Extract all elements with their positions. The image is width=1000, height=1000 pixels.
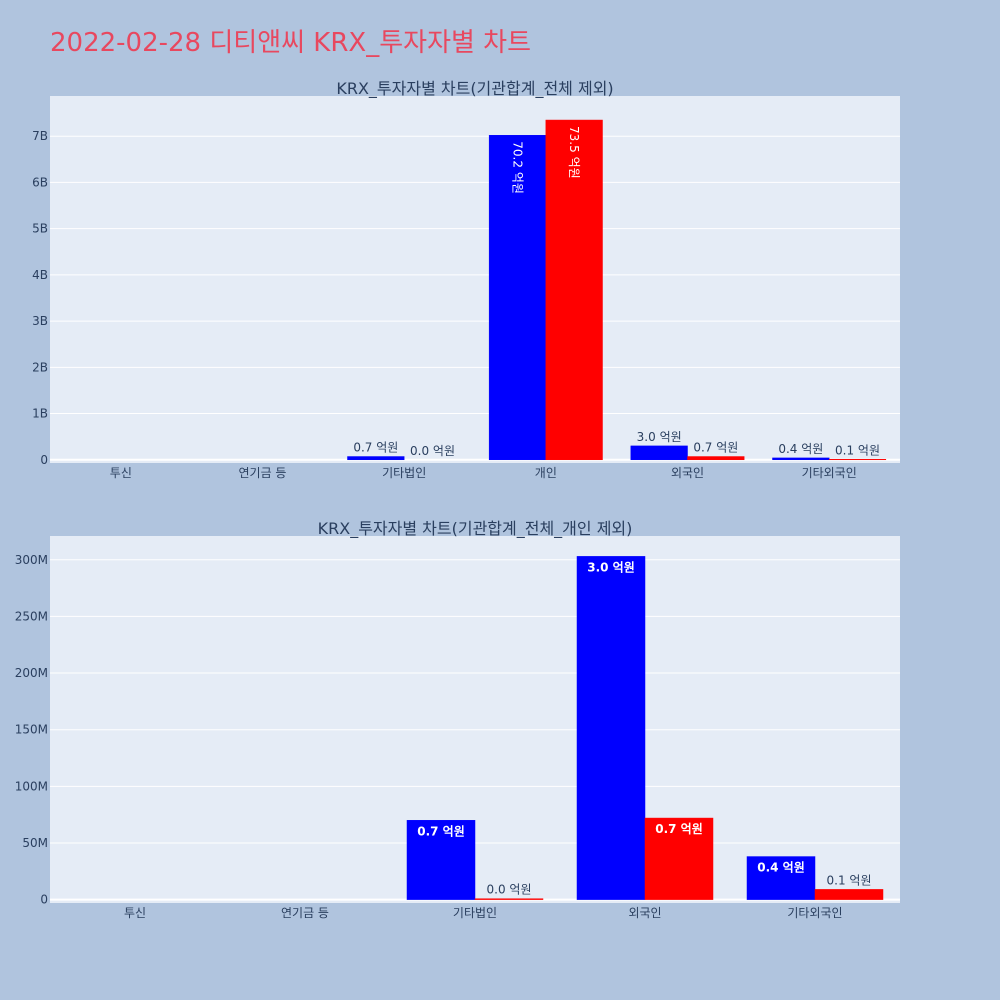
top-bar-chart: KRX_투자자별 차트(기관합계_전체 제외) 0 1B 2B 3B 4B 5B 6B 7B 투신… (32, 79, 900, 480)
data-label: 73.5 억원 (567, 126, 581, 179)
x-tick-label: 기타법인 (382, 466, 426, 480)
data-label: 0.1 억원 (835, 443, 880, 457)
y-tick-label: 250M (15, 609, 48, 623)
bar (347, 456, 405, 461)
x-tick-label: 기타법인 (453, 906, 497, 920)
bar (406, 820, 476, 900)
y-tick-label: 6B (32, 175, 48, 189)
y-tick-label: 4B (32, 268, 48, 282)
bar (630, 445, 688, 461)
x-tick-label: 투신 (110, 466, 132, 480)
data-label: 3.0 억원 (587, 560, 635, 574)
y-tick-label: 1B (32, 407, 48, 421)
bar (488, 135, 547, 461)
y-tick-label: 5B (32, 222, 48, 236)
page-title: 2022-02-28 디티앤씨 KRX_투자자별 차트 (50, 28, 532, 58)
y-tick-label: 100M (15, 779, 48, 793)
y-tick-label: 150M (15, 723, 48, 737)
bar (746, 856, 816, 900)
bar (814, 889, 884, 900)
data-label: 0.7 억원 (693, 441, 738, 455)
data-label: 0.4 억원 (757, 861, 805, 875)
x-tick-label: 외국인 (671, 466, 704, 480)
data-label: 0.1 억원 (827, 873, 872, 887)
x-tick-label: 기타외국인 (787, 906, 842, 920)
data-label: 3.0 억원 (637, 430, 682, 444)
bar (772, 457, 830, 461)
data-label: 0.7 억원 (353, 441, 398, 455)
y-tick-label: 3B (32, 314, 48, 328)
y-tick-label: 0 (40, 893, 48, 907)
plot-area (50, 96, 900, 463)
y-tick-label: 300M (15, 553, 48, 567)
bar (545, 119, 603, 461)
x-tick-label: 투신 (124, 906, 146, 920)
x-tick-label: 기타외국인 (802, 466, 857, 480)
y-tick-label: 200M (15, 666, 48, 680)
y-tick-label: 0 (40, 453, 48, 467)
bar (474, 898, 544, 900)
chart-title: KRX_투자자별 차트(기관합계_전체_개인 제외) (318, 519, 633, 539)
y-tick-label: 2B (32, 360, 48, 374)
x-tick-label: 개인 (535, 466, 557, 480)
y-tick-label: 50M (22, 836, 48, 850)
data-label: 0.4 억원 (778, 442, 823, 456)
chart-title: KRX_투자자별 차트(기관합계_전체 제외) (336, 79, 613, 99)
data-label: 0.7 억원 (417, 824, 465, 838)
y-tick-label: 7B (32, 129, 48, 143)
bar (644, 817, 714, 900)
data-label: 0.0 억원 (410, 444, 455, 458)
bar (687, 456, 745, 461)
bar (576, 556, 646, 900)
data-label: 70.2 억원 (511, 141, 525, 194)
x-tick-label: 외국인 (628, 906, 661, 920)
data-label: 0.0 억원 (487, 883, 532, 897)
x-tick-label: 연기금 등 (239, 466, 287, 480)
x-tick-label: 연기금 등 (281, 906, 329, 920)
data-label: 0.7 억원 (655, 822, 703, 836)
